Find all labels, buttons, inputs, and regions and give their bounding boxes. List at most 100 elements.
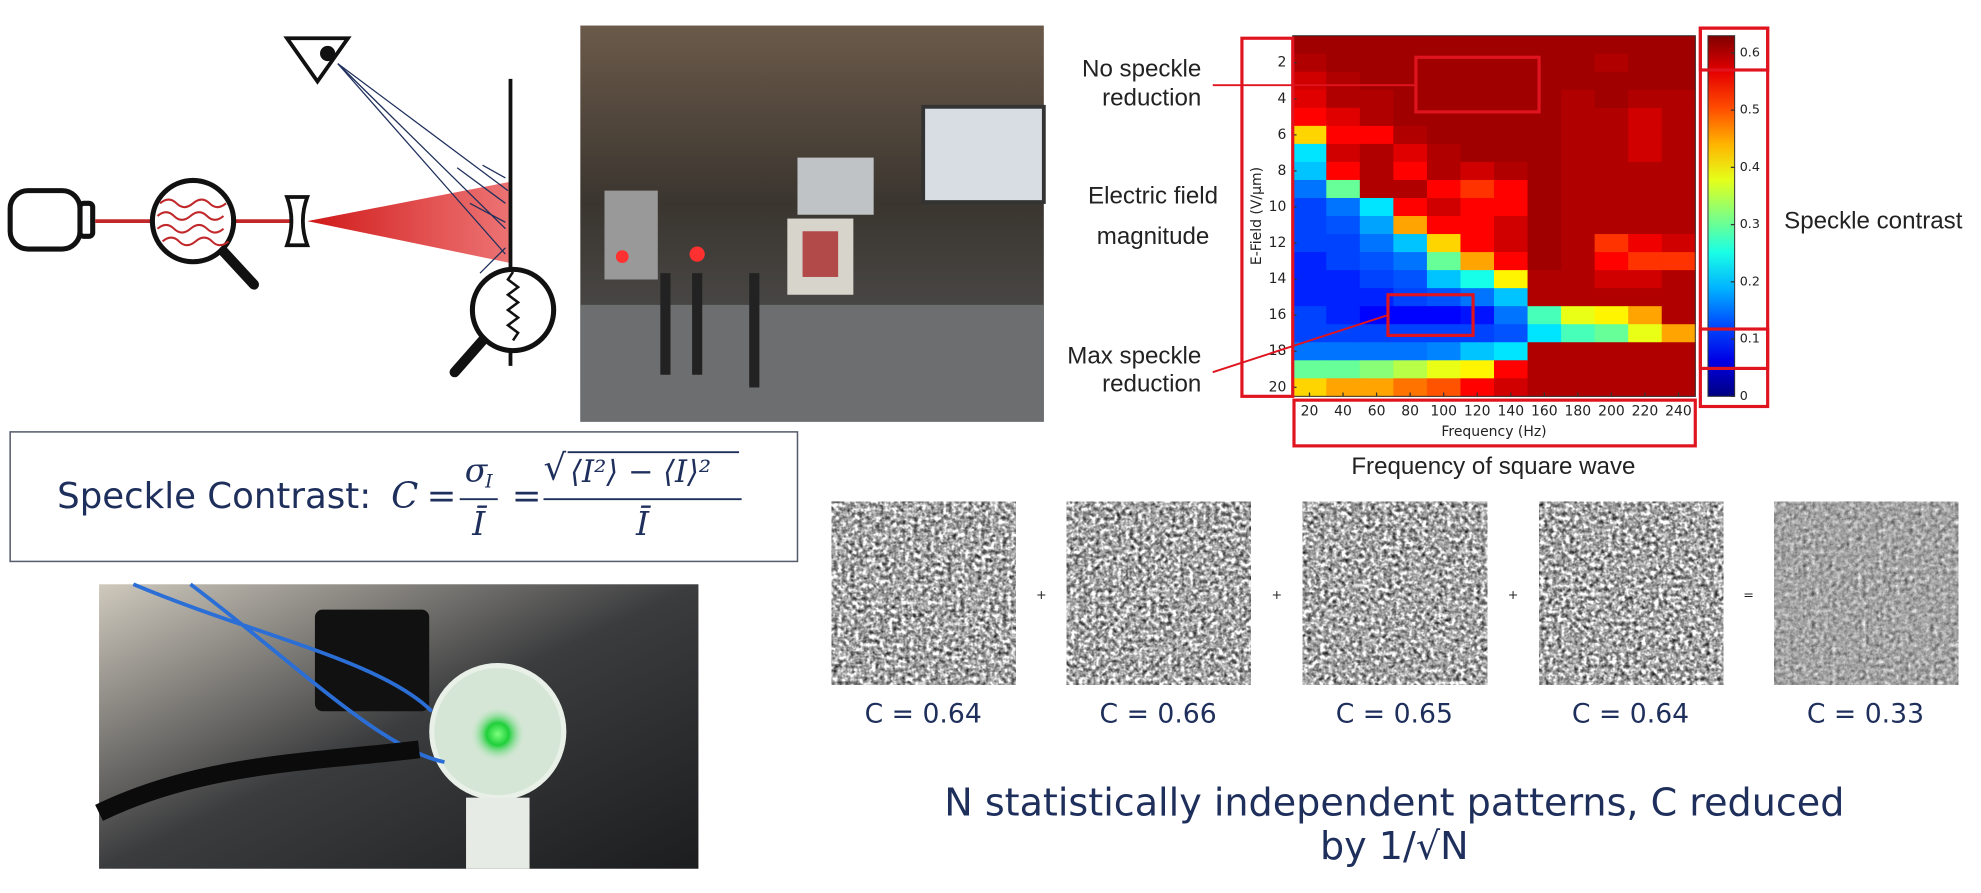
heat-cell xyxy=(1527,324,1562,343)
laser-dot xyxy=(689,246,705,262)
heat-cell xyxy=(1628,125,1663,145)
y-tick-label: 14 xyxy=(1269,271,1287,287)
heat-cell xyxy=(1326,125,1361,145)
eye xyxy=(283,36,352,85)
heat-cell xyxy=(1661,197,1696,217)
x-tick-label: 180 xyxy=(1565,404,1592,420)
annotation: Speckle contrast xyxy=(1784,208,1963,235)
heat-cell xyxy=(1561,270,1596,289)
heat-cell xyxy=(1460,342,1495,361)
heat-cell xyxy=(1460,252,1495,271)
heat-cell xyxy=(1527,360,1562,379)
heat-cell xyxy=(1527,89,1562,109)
colorbar-tick-label: 0.6 xyxy=(1740,44,1760,59)
heat-cell xyxy=(1292,161,1327,181)
heat-cell xyxy=(1494,179,1529,199)
colorbar-tick-label: 0.5 xyxy=(1740,102,1760,117)
cable xyxy=(95,740,421,821)
waves xyxy=(156,198,230,247)
heat-cell xyxy=(1628,89,1663,109)
heat-cell xyxy=(1359,342,1394,361)
heat-cell xyxy=(1326,360,1361,379)
heat-cell xyxy=(1326,143,1361,163)
heat-cell xyxy=(1326,71,1361,91)
heat-cell xyxy=(1326,288,1361,307)
heat-cell xyxy=(1661,306,1696,325)
heat-cell xyxy=(1359,71,1394,91)
heat-cell xyxy=(1661,107,1696,127)
heat-cell xyxy=(1561,360,1596,379)
heatmap: 20 40 60 80 100 120 140 160 180 200 220 24024681012… xyxy=(1249,35,1760,440)
heat-cell xyxy=(1527,270,1562,289)
heat-cell xyxy=(1426,234,1461,253)
heat-cell xyxy=(1460,270,1495,289)
formula-radical: √ xyxy=(544,447,567,488)
rays xyxy=(337,63,509,274)
heat-cell xyxy=(1628,197,1663,217)
heat-cell xyxy=(1628,53,1663,73)
operator: + xyxy=(1508,587,1519,602)
heat-cell xyxy=(1326,378,1361,397)
heat-cell xyxy=(1359,216,1394,235)
heat-cell xyxy=(1292,89,1327,109)
heat-cell xyxy=(1326,270,1361,289)
heat-cell xyxy=(1426,161,1461,181)
heat-cell xyxy=(1426,89,1461,109)
heat-cell xyxy=(1561,378,1596,397)
heat-cell xyxy=(1594,216,1629,235)
heat-cell xyxy=(1359,288,1394,307)
x-tick-label: 220 xyxy=(1632,404,1659,420)
handle xyxy=(449,335,488,378)
heat-cell xyxy=(1494,360,1529,379)
heat-cell xyxy=(1661,161,1696,181)
y-tick-label: 2 xyxy=(1277,55,1286,71)
heat-cell xyxy=(1326,252,1361,271)
heat-cell xyxy=(1426,35,1461,55)
heat-cell xyxy=(1292,143,1327,163)
x-tick-label: 20 xyxy=(1301,404,1319,420)
laser xyxy=(7,188,83,252)
heat-cell xyxy=(1460,324,1495,343)
heat-cell xyxy=(1393,89,1428,109)
y-tick-label: 16 xyxy=(1269,307,1287,323)
heat-cell xyxy=(1359,35,1394,55)
heat-cell xyxy=(1594,306,1629,325)
speckle-pattern xyxy=(1774,501,1959,685)
heat-cell xyxy=(1326,35,1361,55)
heat-cell xyxy=(1326,161,1361,181)
x-tick-label: 160 xyxy=(1531,404,1558,420)
heat-cell xyxy=(1426,252,1461,271)
heat-cell xyxy=(1628,107,1663,127)
heat-cell xyxy=(1661,89,1696,109)
heat-cell xyxy=(1527,125,1562,145)
formula-mean: Ī xyxy=(635,504,651,543)
heat-cell xyxy=(1561,71,1596,91)
heat-cell xyxy=(1292,216,1327,235)
caption: N statistically independent patterns, C … xyxy=(944,781,1844,825)
heat-cell xyxy=(1393,252,1428,271)
heat-cell xyxy=(1393,179,1428,199)
heat-cell xyxy=(1426,197,1461,217)
heat-cell xyxy=(1292,342,1327,361)
heat-cell xyxy=(1661,71,1696,91)
heat-cell xyxy=(1393,288,1428,307)
heat-cell xyxy=(1494,288,1529,307)
speckle-contrast: C = 0.65 xyxy=(1336,699,1453,730)
heat-cell xyxy=(1594,71,1629,91)
heat-cell xyxy=(1494,324,1529,343)
heat-cell xyxy=(1628,288,1663,307)
heat-cell xyxy=(1326,107,1361,127)
heat-cell xyxy=(1326,324,1361,343)
highlight-box xyxy=(1698,26,1770,72)
heat-cell xyxy=(1594,342,1629,361)
heat-cell xyxy=(1527,143,1562,163)
heat-cell xyxy=(1561,107,1596,127)
x-axis-label: Frequency (Hz) xyxy=(1441,424,1546,440)
heat-cell xyxy=(1561,143,1596,163)
lens xyxy=(284,195,311,248)
x-tick-label: 200 xyxy=(1598,404,1625,420)
heat-cell xyxy=(1292,288,1327,307)
heat-cell xyxy=(1359,89,1394,109)
heat-cell xyxy=(1460,197,1495,217)
